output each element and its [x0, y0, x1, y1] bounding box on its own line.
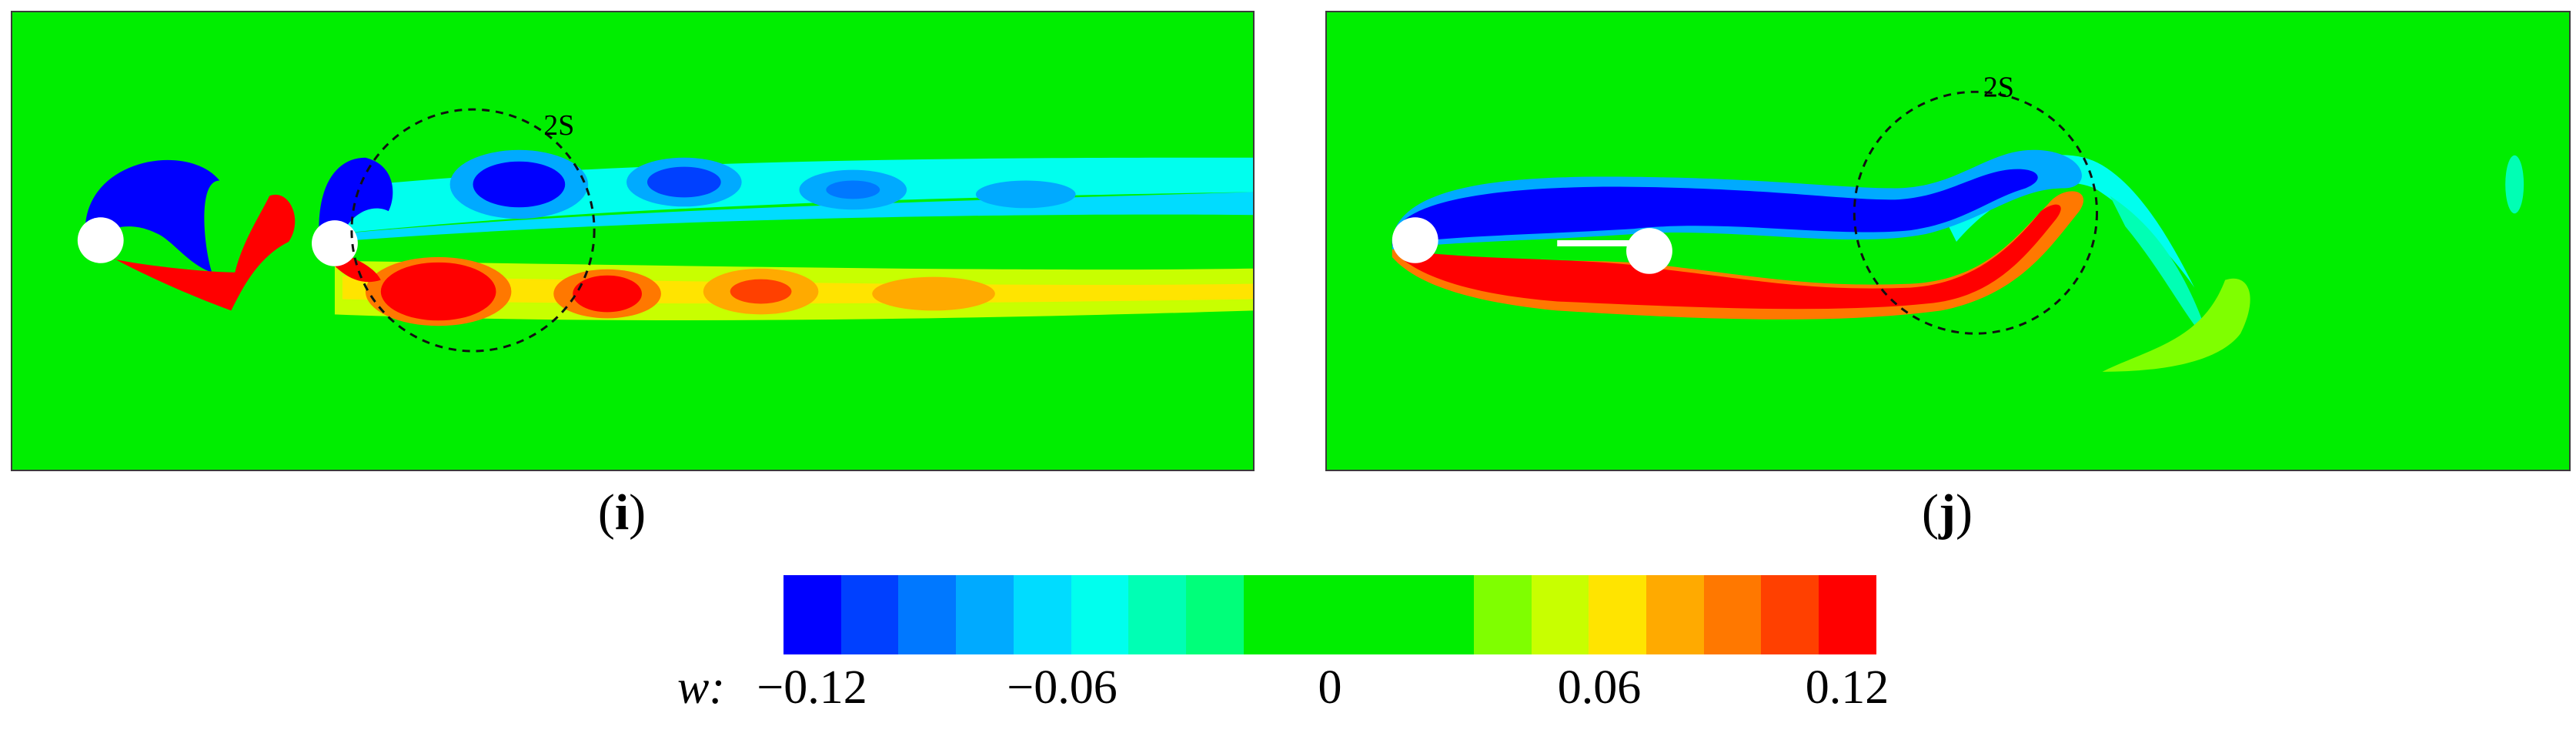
colorbar-swatch: [1646, 575, 1704, 654]
contour-panel-i: 2S: [11, 11, 1255, 471]
colorbar-swatch: [1531, 575, 1589, 654]
negative-shear-core: [1392, 169, 2038, 246]
colorbar-swatch: [1703, 575, 1762, 654]
vortex-pos-3-core: [730, 279, 792, 304]
vortex-neg-1-core: [473, 161, 566, 208]
downstream-cylinder: [1626, 228, 1672, 274]
panel-label-j: (j): [1870, 484, 2024, 542]
colorbar-swatch: [1071, 575, 1129, 654]
downstream-cylinder: [312, 220, 358, 266]
colorbar-swatch: [1589, 575, 1647, 654]
vortex-neg-2-core: [647, 166, 721, 198]
contour-panel-j: 2S: [1325, 11, 2571, 471]
colorbar-swatch: [898, 575, 957, 654]
vorticity-field-i: 2S: [77, 108, 1253, 353]
colorbar-swatch: [956, 575, 1014, 654]
colorbar-swatch: [1358, 575, 1417, 654]
label-close-paren: ): [629, 484, 647, 541]
vortex-pos-2-core: [573, 275, 642, 313]
upstream-cylinder: [1392, 217, 1438, 263]
colorbar-tick: −0.06: [1007, 661, 1118, 714]
upstream-positive-shear: [85, 194, 296, 311]
colorbar-swatch: [1128, 575, 1187, 654]
vorticity-field-j: 2S: [1392, 71, 2524, 372]
colorbar-swatch: [1819, 575, 1876, 654]
colorbar-swatch: [1301, 575, 1359, 654]
tail-streak: [2110, 196, 2210, 342]
colorbar-swatch: [1473, 575, 1532, 654]
pattern-circle: [350, 108, 596, 353]
pattern-label: 2S: [543, 109, 574, 142]
upstream-negative-shear: [85, 159, 220, 273]
colorbar-tick: 0.06: [1557, 661, 1642, 714]
vortex-neg-4: [975, 180, 1076, 209]
colorbar-swatch: [1761, 575, 1819, 654]
connecting-rod: [1557, 240, 1665, 246]
vortex-pos-4: [872, 276, 995, 311]
colorbar-swatch: [1013, 575, 1071, 654]
label-open-paren: (: [597, 484, 615, 541]
colorbar-swatch: [783, 575, 841, 654]
colorbar-swatch: [1243, 575, 1301, 654]
colorbar-swatch: [840, 575, 899, 654]
label-letter: i: [614, 484, 630, 541]
colorbar-variable-label: w:: [677, 661, 725, 714]
small-fragment: [2505, 155, 2524, 214]
vortex-pos-1-core: [380, 262, 496, 321]
colorbar-tick: 0.12: [1805, 661, 1889, 714]
colorbar-tick: −0.12: [757, 661, 867, 714]
colorbar-tick: 0: [1318, 661, 1342, 714]
label-open-paren: (: [1922, 484, 1939, 541]
colorbar-swatch: [1186, 575, 1244, 654]
panel-label-i: (i): [545, 484, 699, 542]
upstream-cylinder: [77, 217, 124, 263]
positive-fragment: [2102, 278, 2250, 372]
label-letter: j: [1939, 484, 1956, 541]
pattern-label: 2S: [1983, 71, 2014, 103]
positive-shear-core: [1399, 204, 2061, 310]
vortex-neg-3-core: [826, 180, 880, 199]
label-close-paren: ): [1955, 484, 1973, 541]
pattern-circle: [1853, 90, 2099, 335]
colorbar-swatch: [1416, 575, 1474, 654]
colorbar: [783, 575, 1876, 654]
